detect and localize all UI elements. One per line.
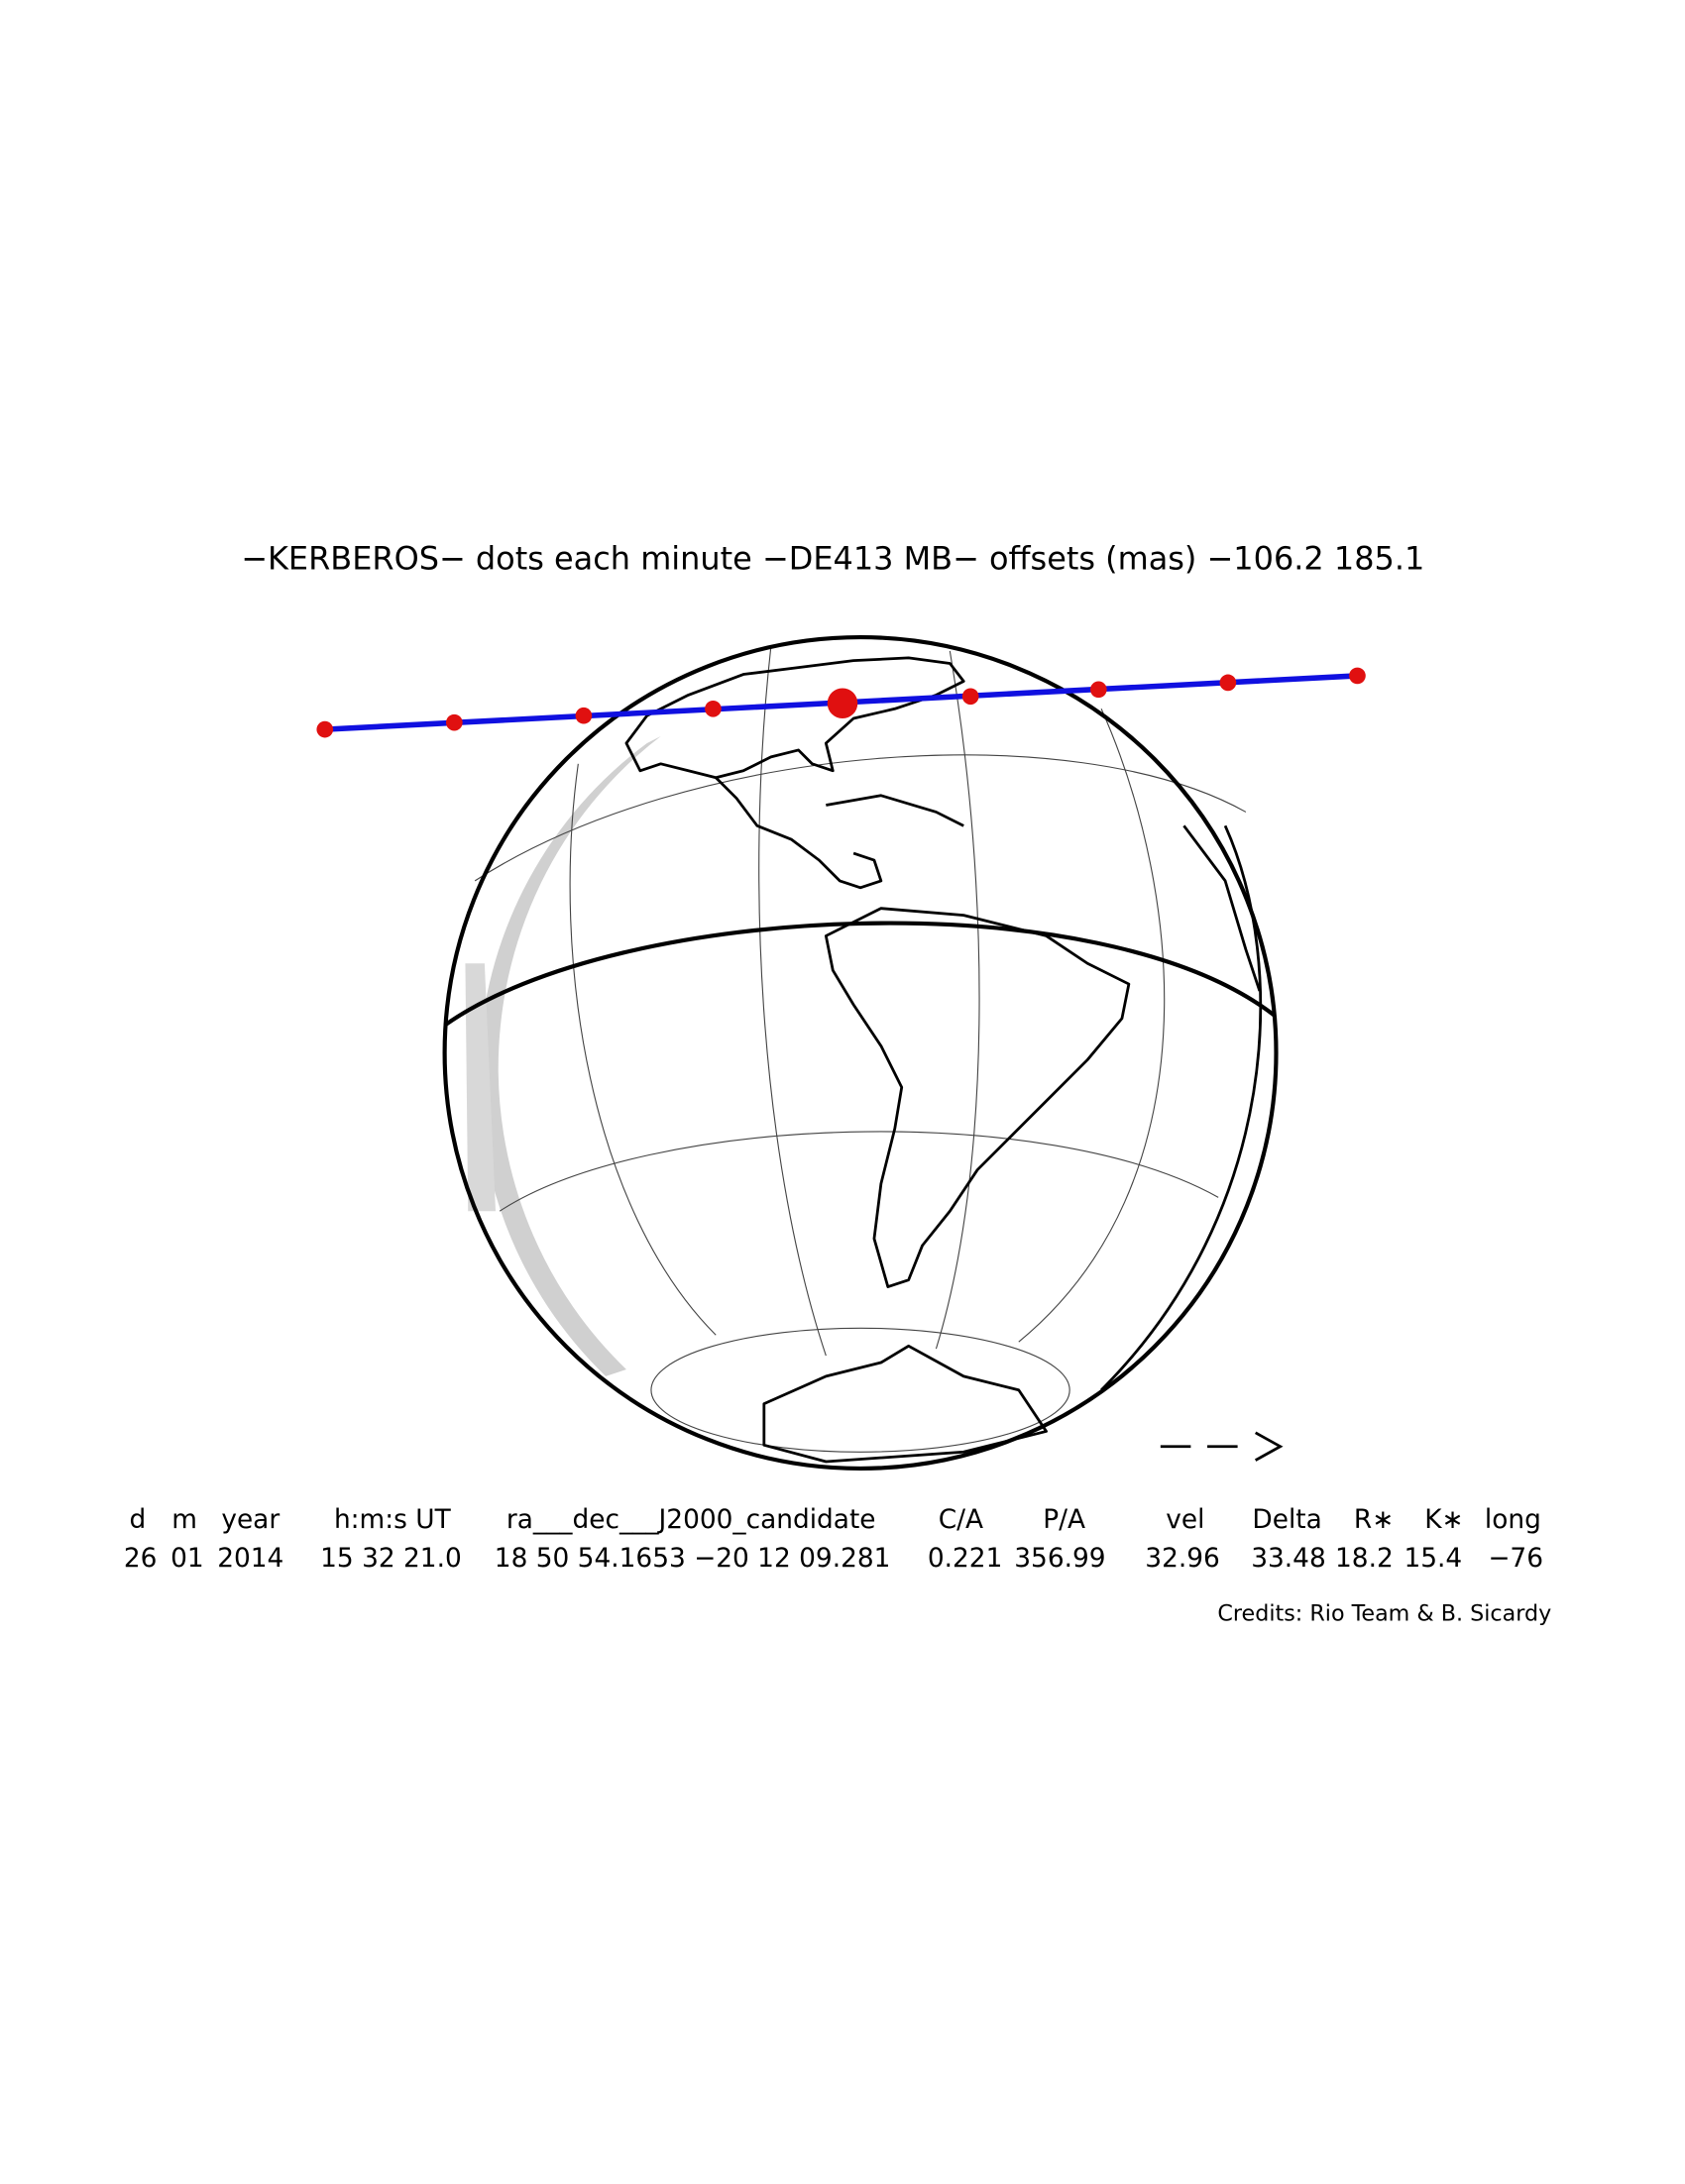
central-america — [715, 776, 883, 890]
parallel — [474, 754, 1247, 882]
column-value: 01 — [170, 1544, 204, 1574]
central-dot — [827, 688, 858, 718]
column-header: m — [171, 1505, 197, 1535]
column-value: 33.48 — [1251, 1544, 1326, 1574]
coastlines — [624, 656, 1262, 1464]
globe-outline — [442, 634, 1279, 1472]
minute-dot — [961, 688, 979, 706]
night-shading-band — [465, 963, 496, 1212]
meridian — [758, 646, 827, 1357]
column-value: 356.99 — [1014, 1544, 1105, 1574]
polar-circle — [650, 1327, 1070, 1453]
column-value: −76 — [1488, 1544, 1543, 1574]
column-value: 2014 — [217, 1544, 283, 1574]
graticule — [474, 646, 1247, 1453]
column-header: K∗ — [1424, 1505, 1463, 1535]
column-header: C/A — [939, 1505, 983, 1535]
minute-dot — [1090, 681, 1107, 699]
column-header: h:m:s UT — [334, 1505, 452, 1535]
parallel — [499, 1131, 1219, 1212]
arrow-head — [1254, 1431, 1284, 1462]
minute-dot — [575, 707, 593, 724]
column-header: d — [130, 1505, 147, 1535]
column-header: Delta — [1252, 1505, 1321, 1535]
meridian — [569, 763, 717, 1336]
column-header: year — [221, 1505, 280, 1535]
column-value: 15.4 — [1404, 1544, 1462, 1574]
shadow-limit-right — [1100, 824, 1263, 1391]
column-value: 18.2 — [1335, 1544, 1394, 1574]
meridian — [935, 650, 980, 1350]
minute-dot — [316, 720, 334, 738]
column-value: 15 32 21.0 — [320, 1544, 462, 1574]
globe-disk — [444, 637, 1277, 1469]
column-value: 18 50 54.1653 −20 12 09.281 — [495, 1544, 891, 1574]
minute-dot — [705, 700, 722, 717]
column-header: R∗ — [1354, 1505, 1394, 1535]
minute-dot — [1349, 667, 1366, 685]
south-america — [824, 907, 1131, 1288]
column-value: 0.221 — [928, 1544, 1003, 1574]
globe — [442, 634, 1279, 1472]
caribbean — [826, 794, 964, 827]
north-america — [624, 656, 965, 780]
africa-edge — [1182, 824, 1262, 992]
direction-arrow — [1160, 1431, 1284, 1462]
map-title: −KERBEROS− dots each minute −DE413 MB− o… — [241, 539, 1424, 577]
credits: Credits: Rio Team & B. Sicardy — [1217, 1601, 1551, 1627]
event-table: d m year h:m:s UT ra___dec___J2000_candidate… — [124, 1505, 1543, 1574]
column-value: 32.96 — [1145, 1544, 1220, 1574]
column-value: 26 — [124, 1544, 158, 1574]
column-header: P/A — [1043, 1505, 1085, 1535]
shadow-limit — [443, 921, 1277, 1028]
column-header: ra___dec___J2000_candidate — [506, 1505, 876, 1535]
minute-dot — [1219, 674, 1237, 692]
night-shading — [478, 736, 661, 1376]
column-header: long — [1485, 1505, 1541, 1535]
occultation-track — [316, 667, 1366, 738]
meridian — [1018, 709, 1166, 1343]
antarctica — [762, 1344, 1048, 1464]
column-header: vel — [1166, 1505, 1204, 1535]
minute-dot — [446, 713, 463, 731]
